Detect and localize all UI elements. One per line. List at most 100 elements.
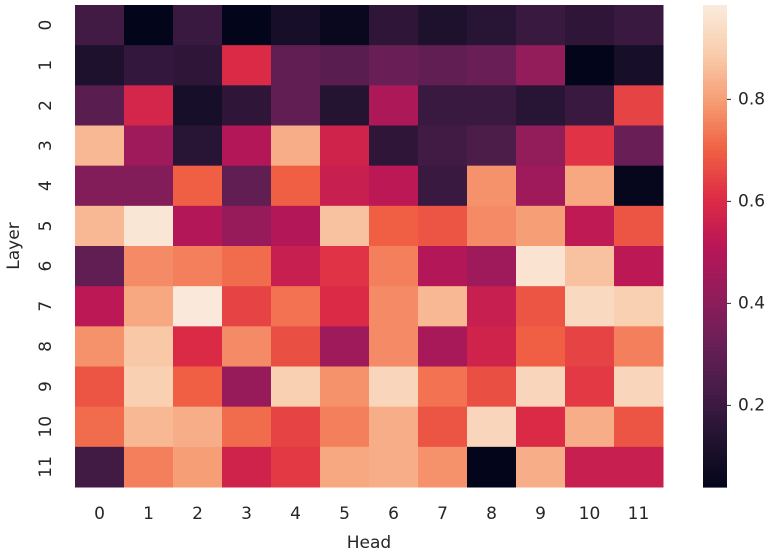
heatmap-cell — [173, 286, 223, 327]
colorbar-segment — [703, 246, 727, 251]
heatmap-cell — [320, 286, 370, 327]
colorbar-segment — [703, 302, 727, 307]
colorbar-segment — [703, 310, 727, 315]
colorbar-segment — [703, 430, 727, 436]
colorbar-segment — [703, 270, 727, 275]
heatmap-cell — [320, 406, 370, 448]
heatmap-cell — [418, 5, 468, 46]
x-tick-label: 3 — [241, 504, 252, 524]
heatmap-cell — [369, 5, 419, 46]
colorbar-segment — [703, 189, 727, 195]
heatmap-cell — [614, 246, 664, 287]
heatmap-cell — [124, 165, 174, 207]
heatmap-cell — [516, 85, 566, 126]
heatmap-cell — [320, 45, 370, 86]
heatmap-cell — [418, 205, 468, 247]
heatmap-cell — [516, 286, 566, 327]
colorbar-segment — [703, 258, 727, 263]
colorbar-segment — [703, 426, 727, 432]
heatmap-cell — [320, 366, 370, 408]
heatmap-cell — [75, 326, 125, 367]
colorbar-segment — [703, 338, 727, 343]
x-tick-label: 1 — [143, 504, 154, 524]
heatmap-cell — [271, 5, 321, 46]
colorbar-segment — [703, 181, 727, 187]
heatmap-cell — [271, 125, 321, 167]
heatmap-cell — [565, 205, 615, 247]
colorbar-segment — [703, 129, 727, 135]
heatmap-cell — [173, 45, 223, 86]
heatmap-cell — [271, 246, 321, 287]
colorbar-segment — [703, 209, 727, 215]
heatmap-cell — [565, 406, 615, 448]
colorbar-segment — [703, 290, 727, 295]
colorbar-segment — [703, 450, 727, 456]
colorbar-segment — [703, 250, 727, 255]
colorbar-segment — [703, 117, 727, 123]
colorbar-segment — [703, 254, 727, 259]
heatmap-cell — [467, 246, 517, 287]
heatmap-cell — [467, 326, 517, 367]
heatmap-cell — [124, 406, 174, 448]
colorbar-segment — [703, 17, 727, 22]
y-tick-label: 2 — [36, 100, 56, 111]
y-tick-label: 10 — [36, 416, 56, 438]
heatmap-cell — [75, 406, 125, 448]
heatmap-cell — [516, 406, 566, 448]
colorbar-segment — [703, 298, 727, 303]
colorbar-segment — [703, 474, 727, 480]
colorbar-segment — [703, 482, 727, 488]
colorbar-segment — [703, 9, 727, 14]
heatmap-cell — [173, 5, 223, 46]
heatmap-cell — [565, 125, 615, 167]
colorbar-segment — [703, 282, 727, 287]
colorbar-segment — [703, 49, 727, 54]
colorbar-segment — [703, 81, 727, 86]
colorbar-segment — [703, 366, 727, 372]
heatmap-cell — [369, 45, 419, 86]
colorbar-segment — [703, 410, 727, 416]
heatmap-cell — [516, 326, 566, 367]
heatmap-cell — [173, 246, 223, 287]
heatmap-cell — [320, 205, 370, 247]
heatmap-cell — [369, 326, 419, 367]
heatmap-cell — [418, 165, 468, 207]
colorbar-segment — [703, 402, 727, 408]
heatmap-cell — [418, 366, 468, 408]
colorbar-segment — [703, 229, 727, 235]
heatmap-cell — [124, 326, 174, 367]
heatmap-cell — [222, 446, 272, 488]
colorbar-tick-label: 0.8 — [738, 89, 765, 109]
heatmap-cell — [124, 246, 174, 287]
heatmap-cell — [222, 246, 272, 287]
colorbar-segment — [703, 306, 727, 311]
colorbar-tick-label: 0.2 — [738, 395, 765, 415]
heatmap-cell — [173, 205, 223, 247]
heatmap-cell — [222, 286, 272, 327]
colorbar-segment — [703, 326, 727, 331]
heatmap-cell — [418, 85, 468, 126]
heatmap-cell — [418, 326, 468, 367]
colorbar-segment — [703, 165, 727, 171]
x-tick-label: 11 — [628, 504, 650, 524]
colorbar-segment — [703, 53, 727, 58]
colorbar-segment — [703, 133, 727, 139]
heatmap-cell — [271, 205, 321, 247]
colorbar-segment — [703, 237, 727, 243]
heatmap-cell — [565, 326, 615, 367]
heatmap-cell — [124, 85, 174, 126]
colorbar-segment — [703, 197, 727, 203]
heatmap-cell — [467, 205, 517, 247]
heatmap-cell — [369, 406, 419, 448]
colorbar-segment — [703, 478, 727, 484]
heatmap-cell — [75, 246, 125, 287]
heatmap-cell — [418, 286, 468, 327]
heatmap-cell — [516, 5, 566, 46]
heatmap-cell — [369, 286, 419, 327]
heatmap-cell — [614, 125, 664, 167]
colorbar-segment — [703, 69, 727, 74]
colorbar-segment — [703, 45, 727, 50]
heatmap-cell — [222, 205, 272, 247]
y-tick-label: 0 — [36, 20, 56, 31]
heatmap-cell — [565, 5, 615, 46]
